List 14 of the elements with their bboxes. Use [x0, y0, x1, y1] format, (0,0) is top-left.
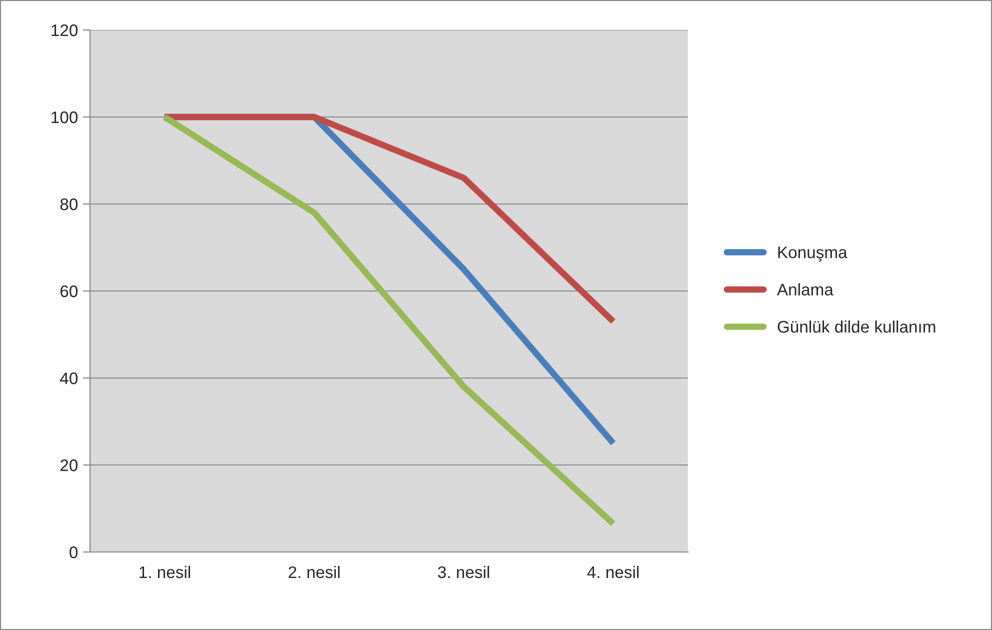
x-tick-label: 2. nesil: [288, 566, 340, 578]
y-tick-label: 40: [60, 372, 78, 384]
y-tick-label: 120: [52, 24, 78, 36]
x-tick-label: 1. nesil: [140, 566, 190, 578]
y-tick-label: 60: [60, 285, 78, 298]
y-tick-label: 100: [52, 111, 78, 124]
legend-label: Anlama: [776, 283, 834, 296]
y-tick-label: 80: [60, 198, 78, 210]
x-tick-label: 4. nesil: [587, 566, 639, 578]
legend-label: Konuşma: [778, 246, 848, 262]
y-tick-label: 20: [60, 459, 78, 472]
legend-label: Günlük dilde kullanım: [778, 320, 936, 333]
x-tick-label: 3. nesil: [438, 566, 490, 578]
y-tick-label: 0: [70, 546, 78, 558]
